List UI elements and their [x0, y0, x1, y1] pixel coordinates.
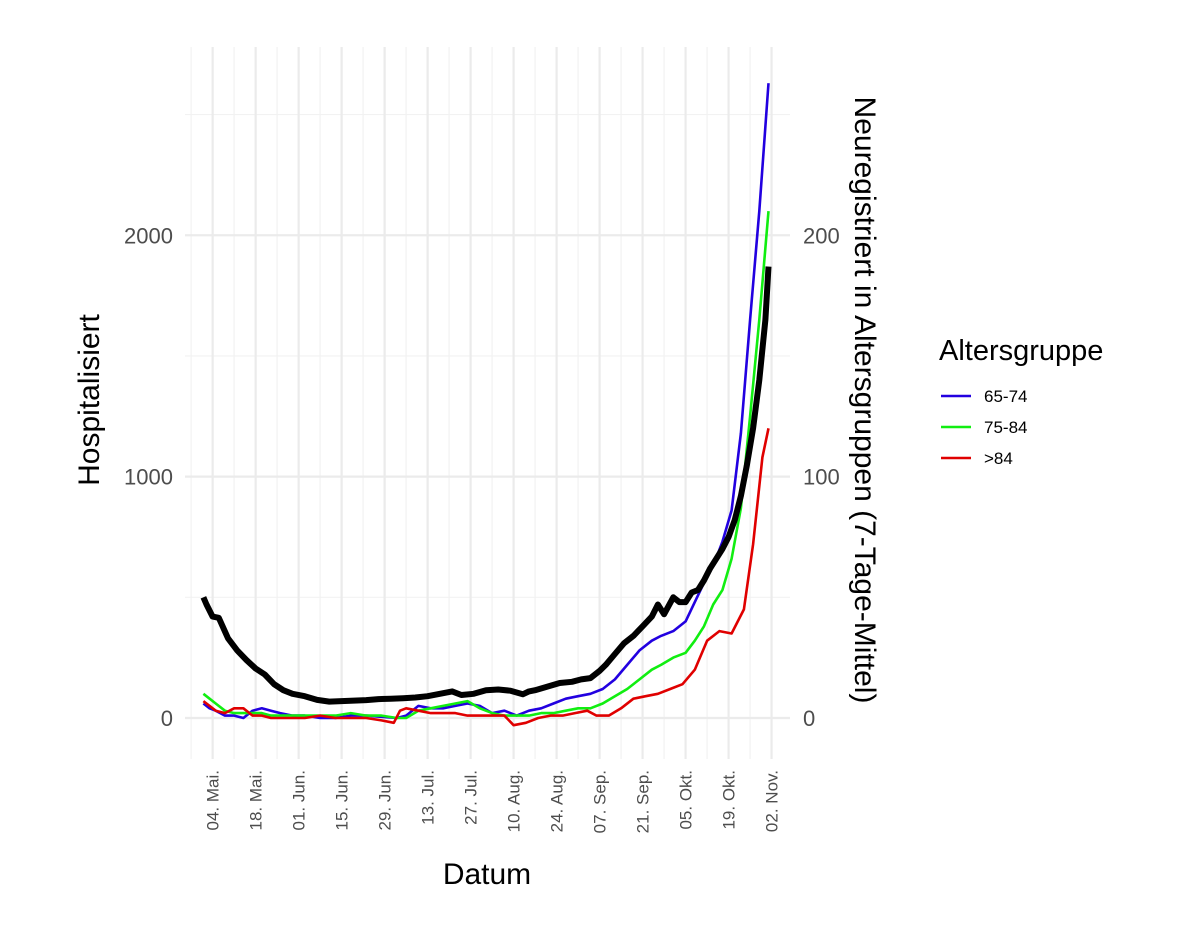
x-tick-label: 10. Aug.: [505, 770, 524, 832]
series-lines: [202, 83, 770, 727]
y-left-tick-label: 2000: [124, 223, 173, 248]
x-tick-label: 24. Aug.: [548, 770, 567, 832]
y-right-tick-label: 200: [803, 223, 840, 248]
legend-item: >84: [941, 449, 1013, 468]
grid-major: [185, 47, 790, 759]
y-axis-left-ticks: 0 1000 2000: [124, 223, 173, 731]
y-left-tick-label: 0: [161, 706, 173, 731]
y-right-tick-label: 100: [803, 465, 840, 490]
x-axis-title: Datum: [443, 858, 531, 891]
x-tick-label: 29. Jun.: [376, 770, 395, 831]
x-tick-label: 13. Jul.: [419, 770, 438, 825]
y-left-tick-label: 1000: [124, 465, 173, 490]
legend-items: 65-74 75-84 >84: [941, 387, 1027, 468]
x-tick-label: 01. Jun.: [290, 770, 309, 831]
x-tick-label: 21. Sep.: [634, 770, 653, 833]
legend-item: 65-74: [941, 387, 1027, 406]
series-line-84: [202, 428, 770, 727]
hospitalized-line: [200, 266, 772, 705]
x-tick-label: 19. Okt.: [720, 770, 739, 830]
y-axis-left-title: Hospitalisiert: [73, 313, 106, 485]
hospitalized-line-group: [200, 266, 772, 705]
y-right-tick-label: 0: [803, 706, 815, 731]
legend-item: 75-84: [941, 418, 1027, 437]
series-line-7584: [202, 210, 770, 720]
legend-title: Altersgruppe: [939, 335, 1103, 367]
x-tick-label: 27. Jul.: [462, 770, 481, 825]
legend-label: 75-84: [984, 418, 1027, 437]
y-axis-right-title: Neuregistriert in Altersgruppen (7-Tage-…: [848, 97, 881, 704]
legend-label: >84: [984, 449, 1013, 468]
grid-minor: [185, 47, 790, 759]
y-axis-right-ticks: 0 100 200: [803, 223, 840, 731]
x-tick-label: 02. Nov.: [763, 770, 782, 832]
legend-label: 65-74: [984, 387, 1027, 406]
x-tick-label: 05. Okt.: [677, 770, 696, 830]
x-tick-label: 04. Mai.: [204, 770, 223, 830]
x-tick-label: 07. Sep.: [591, 770, 610, 833]
x-tick-label: 15. Jun.: [333, 770, 352, 831]
x-tick-label: 18. Mai.: [247, 770, 266, 830]
legend: Altersgruppe 65-74 75-84 >84: [939, 335, 1103, 468]
x-axis-ticks: 04. Mai. 18. Mai. 01. Jun. 15. Jun. 29. Jun.…: [204, 770, 782, 833]
